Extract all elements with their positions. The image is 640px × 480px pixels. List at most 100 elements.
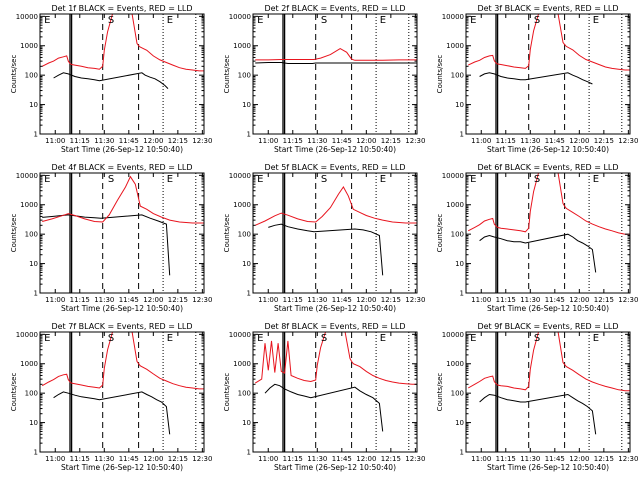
x-tick-label: 12:00 <box>569 455 589 463</box>
x-tick-label: 11:45 <box>545 296 565 304</box>
x-tick-label: 12:00 <box>356 296 376 304</box>
x-tick-label: 12:30 <box>618 455 638 463</box>
x-tick-label: 12:00 <box>143 296 163 304</box>
y-tick-label: 10000 <box>442 331 464 339</box>
panel-title: Det 5f BLACK = Events, RED = LLD <box>264 163 405 172</box>
phase-marker-label: S <box>534 15 540 26</box>
lld-series-line <box>41 331 204 390</box>
lld-series-line <box>254 186 417 226</box>
panel-title: Det 2f BLACK = Events, RED = LLD <box>264 4 405 13</box>
events-series-line <box>264 383 384 432</box>
panel-title: Det 8f BLACK = Events, RED = LLD <box>264 322 405 331</box>
x-tick-label: 12:00 <box>356 137 376 145</box>
lld-series-line <box>254 331 417 385</box>
y-tick-label: 10000 <box>16 331 38 339</box>
plot-frame <box>465 331 631 453</box>
y-tick-label: 100 <box>25 390 38 398</box>
x-tick-label: 11:15 <box>496 455 516 463</box>
x-tick-label: 11:45 <box>119 296 139 304</box>
y-tick-label: 10 <box>242 419 251 427</box>
phase-marker-label: E <box>257 174 263 185</box>
x-tick-label: 12:30 <box>618 137 638 145</box>
y-tick-label: 1000 <box>446 360 464 368</box>
phase-marker-label: E <box>470 15 476 26</box>
y-tick-label: 1000 <box>20 42 38 50</box>
plot-frame <box>39 172 205 294</box>
events-series-line <box>479 233 597 273</box>
panel-title: Det 7f BLACK = Events, RED = LLD <box>51 322 192 331</box>
x-axis-label: Start Time (26-Sep-12 10:50:40) <box>61 304 183 313</box>
x-tick-label: 11:00 <box>471 455 491 463</box>
y-axis-label: Counts/sec <box>10 55 18 94</box>
y-tick-label: 10 <box>455 101 464 109</box>
phase-marker-label: E <box>380 15 386 26</box>
x-tick-label: 11:45 <box>119 455 139 463</box>
phase-marker-label: E <box>593 15 599 26</box>
events-series-line <box>53 391 171 435</box>
y-axis-label: Counts/sec <box>10 373 18 412</box>
plot-frame <box>465 172 631 294</box>
y-axis-label: Counts/sec <box>436 373 444 412</box>
panel-title: Det 1f BLACK = Events, RED = LLD <box>51 4 192 13</box>
x-tick-label: 11:00 <box>471 137 491 145</box>
x-tick-label: 11:15 <box>70 137 90 145</box>
y-tick-label: 1 <box>247 131 251 139</box>
y-tick-label: 100 <box>451 390 464 398</box>
y-axis-label: Counts/sec <box>223 214 231 253</box>
x-tick-label: 11:15 <box>70 455 90 463</box>
y-tick-label: 10 <box>29 419 38 427</box>
x-tick-label: 11:00 <box>258 137 278 145</box>
lld-series-line <box>41 13 204 72</box>
y-tick-label: 1 <box>460 131 464 139</box>
phase-marker-label: S <box>108 174 114 185</box>
events-series-line <box>255 62 417 64</box>
events-series-line <box>479 393 597 435</box>
y-axis-label: Counts/sec <box>223 55 231 94</box>
y-tick-label: 1 <box>34 131 38 139</box>
phase-marker-label: S <box>534 333 540 344</box>
plot-frame <box>39 331 205 453</box>
x-axis-label: Start Time (26-Sep-12 10:50:40) <box>487 304 609 313</box>
x-tick-label: 11:15 <box>283 455 303 463</box>
plot-frame <box>252 172 418 294</box>
phase-marker-label: E <box>167 333 173 344</box>
y-tick-label: 10000 <box>229 172 251 180</box>
x-tick-label: 11:00 <box>45 455 65 463</box>
x-axis-label: Start Time (26-Sep-12 10:50:40) <box>61 145 183 154</box>
x-tick-label: 12:15 <box>168 137 188 145</box>
x-axis-label: Start Time (26-Sep-12 10:50:40) <box>487 145 609 154</box>
x-tick-label: 12:15 <box>594 137 614 145</box>
phase-marker-label: S <box>108 15 114 26</box>
y-axis-label: Counts/sec <box>436 55 444 94</box>
x-axis-label: Start Time (26-Sep-12 10:50:40) <box>274 145 396 154</box>
plot-frame <box>39 13 205 135</box>
events-series-line <box>479 72 593 85</box>
lld-series-line <box>467 331 630 392</box>
x-tick-label: 12:00 <box>143 455 163 463</box>
x-tick-label: 11:45 <box>119 137 139 145</box>
x-tick-label: 11:00 <box>258 296 278 304</box>
y-tick-label: 1000 <box>233 42 251 50</box>
panel-title: Det 9f BLACK = Events, RED = LLD <box>477 322 618 331</box>
y-tick-label: 10 <box>455 419 464 427</box>
x-tick-label: 12:15 <box>381 455 401 463</box>
y-tick-label: 100 <box>25 231 38 239</box>
y-tick-label: 10 <box>242 101 251 109</box>
x-tick-label: 11:45 <box>545 455 565 463</box>
y-tick-label: 10000 <box>442 13 464 21</box>
y-tick-label: 1000 <box>20 360 38 368</box>
y-tick-label: 1000 <box>446 42 464 50</box>
y-tick-label: 1000 <box>233 201 251 209</box>
x-tick-label: 12:30 <box>405 296 425 304</box>
x-tick-label: 12:15 <box>168 296 188 304</box>
y-axis-label: Counts/sec <box>436 214 444 253</box>
y-tick-label: 1 <box>460 290 464 298</box>
x-tick-label: 12:15 <box>168 455 188 463</box>
y-tick-label: 100 <box>25 72 38 80</box>
y-tick-label: 10 <box>242 260 251 268</box>
phase-marker-label: E <box>593 174 599 185</box>
